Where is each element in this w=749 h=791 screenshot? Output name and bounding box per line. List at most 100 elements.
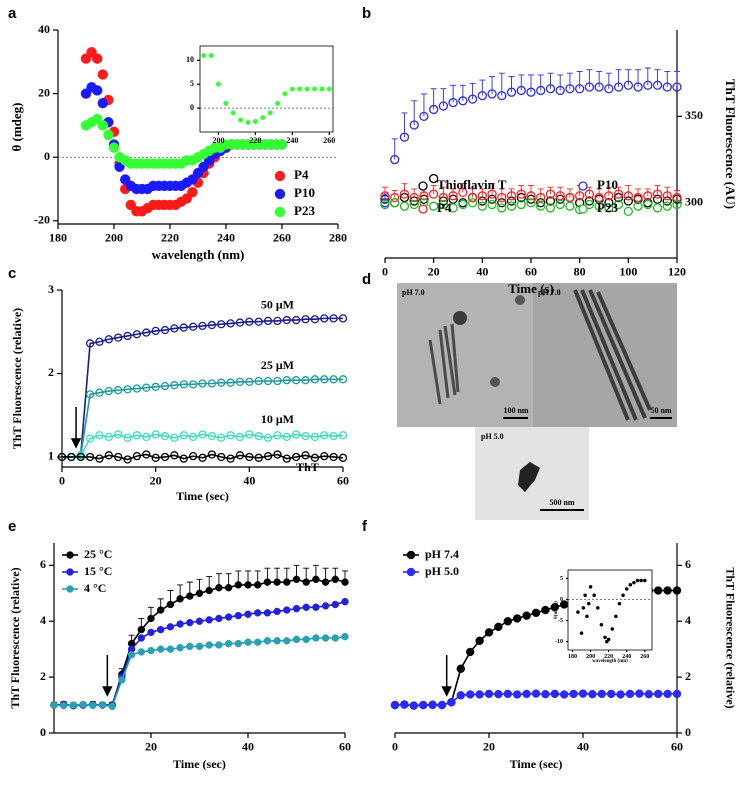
data-point: [301, 451, 310, 460]
data-point: [607, 689, 616, 699]
legend-marker: [66, 568, 74, 576]
image-label: pH 7.0: [402, 288, 425, 297]
data-point: [409, 120, 419, 130]
error-bar: [654, 69, 661, 86]
data-point: [487, 189, 497, 199]
data-point: [409, 199, 419, 210]
data-point: [263, 433, 273, 442]
series-label: 25 μM: [261, 358, 294, 372]
data-point: [477, 191, 487, 201]
data-point: [331, 575, 339, 584]
y-tick-label: 10: [186, 55, 194, 64]
legend-label: P23: [597, 200, 618, 215]
error-bar: [625, 185, 632, 196]
data-point: [147, 628, 155, 637]
data-point: [541, 605, 550, 615]
y-tick-label: 20: [38, 85, 50, 99]
data-point: [621, 593, 625, 598]
data-point: [516, 189, 526, 199]
y-axis-label: ThT Fluorescence (AU): [723, 79, 738, 209]
data-point: [205, 641, 213, 649]
x-tick-label: 80: [574, 264, 586, 278]
data-point: [207, 450, 217, 459]
data-point: [95, 454, 104, 463]
data-point: [506, 191, 517, 201]
data-point: [466, 647, 475, 657]
error-bar: [605, 72, 612, 89]
data-point: [484, 628, 494, 637]
data-point: [263, 451, 273, 461]
data-point: [166, 600, 175, 609]
inset-frame: [567, 569, 653, 651]
error-bar: [557, 74, 564, 91]
data-point: [604, 198, 614, 208]
data-point: [123, 455, 132, 464]
chart-panel: a -20 0 20 40 180 200 220 240 260 280 wavelength (n…: [8, 5, 347, 262]
data-point: [273, 316, 282, 326]
data-point: [526, 198, 536, 208]
data-point: [275, 100, 281, 106]
data-point: [458, 187, 468, 198]
data-point: [198, 321, 207, 331]
y-tick-label: 5: [190, 79, 194, 88]
data-point: [625, 689, 635, 699]
data-point: [282, 454, 291, 463]
data-point: [263, 376, 273, 386]
legend-label: P4: [437, 200, 452, 215]
data-point: [604, 203, 614, 213]
data-point: [226, 431, 235, 440]
data-point: [599, 622, 604, 627]
data-point: [448, 97, 458, 108]
series-label: 50 μM: [261, 298, 294, 312]
data-point: [292, 452, 301, 462]
data-point: [301, 431, 310, 441]
data-point: [254, 376, 263, 386]
data-point: [282, 376, 291, 385]
data-point: [331, 600, 339, 609]
error-bar: [440, 186, 447, 198]
series-line: [62, 317, 343, 458]
legend-label: pH 5.0: [425, 564, 459, 578]
data-point: [224, 613, 233, 621]
data-point: [98, 701, 107, 709]
data-point: [245, 452, 254, 462]
data-point: [108, 702, 116, 711]
data-point: [57, 452, 67, 462]
x-tick-label: 260: [273, 230, 291, 244]
data-point: [104, 335, 113, 344]
data-point: [594, 82, 604, 92]
data-point: [522, 611, 531, 620]
data-point: [67, 452, 76, 462]
data-point: [497, 90, 507, 101]
data-point: [604, 191, 614, 201]
data-point: [292, 635, 301, 644]
x-tick-label: 20: [428, 264, 440, 278]
x-axis-label: Time (sec): [176, 489, 229, 503]
x-axis-label: wavelength (nm): [592, 659, 628, 664]
data-point: [467, 198, 478, 208]
injection-arrow: [70, 406, 82, 449]
data-point: [245, 119, 251, 125]
data-point: [292, 575, 301, 584]
data-point: [597, 689, 606, 699]
data-point: [207, 320, 217, 330]
data-point: [282, 315, 291, 325]
data-point: [320, 375, 329, 384]
data-point: [224, 584, 233, 592]
data-point: [545, 196, 556, 206]
data-point: [555, 199, 565, 210]
data-point: [555, 85, 565, 96]
data-point: [283, 606, 291, 614]
data-point: [565, 192, 575, 203]
image-label: pH 7.0: [538, 288, 561, 297]
data-point: [292, 376, 301, 385]
data-point: [198, 430, 207, 439]
data-point: [179, 431, 188, 440]
data-point: [494, 689, 503, 699]
data-point: [555, 191, 565, 201]
data-point: [399, 201, 410, 211]
data-point: [672, 192, 682, 203]
data-point: [260, 115, 266, 121]
x-tick-label: 40: [243, 473, 255, 487]
